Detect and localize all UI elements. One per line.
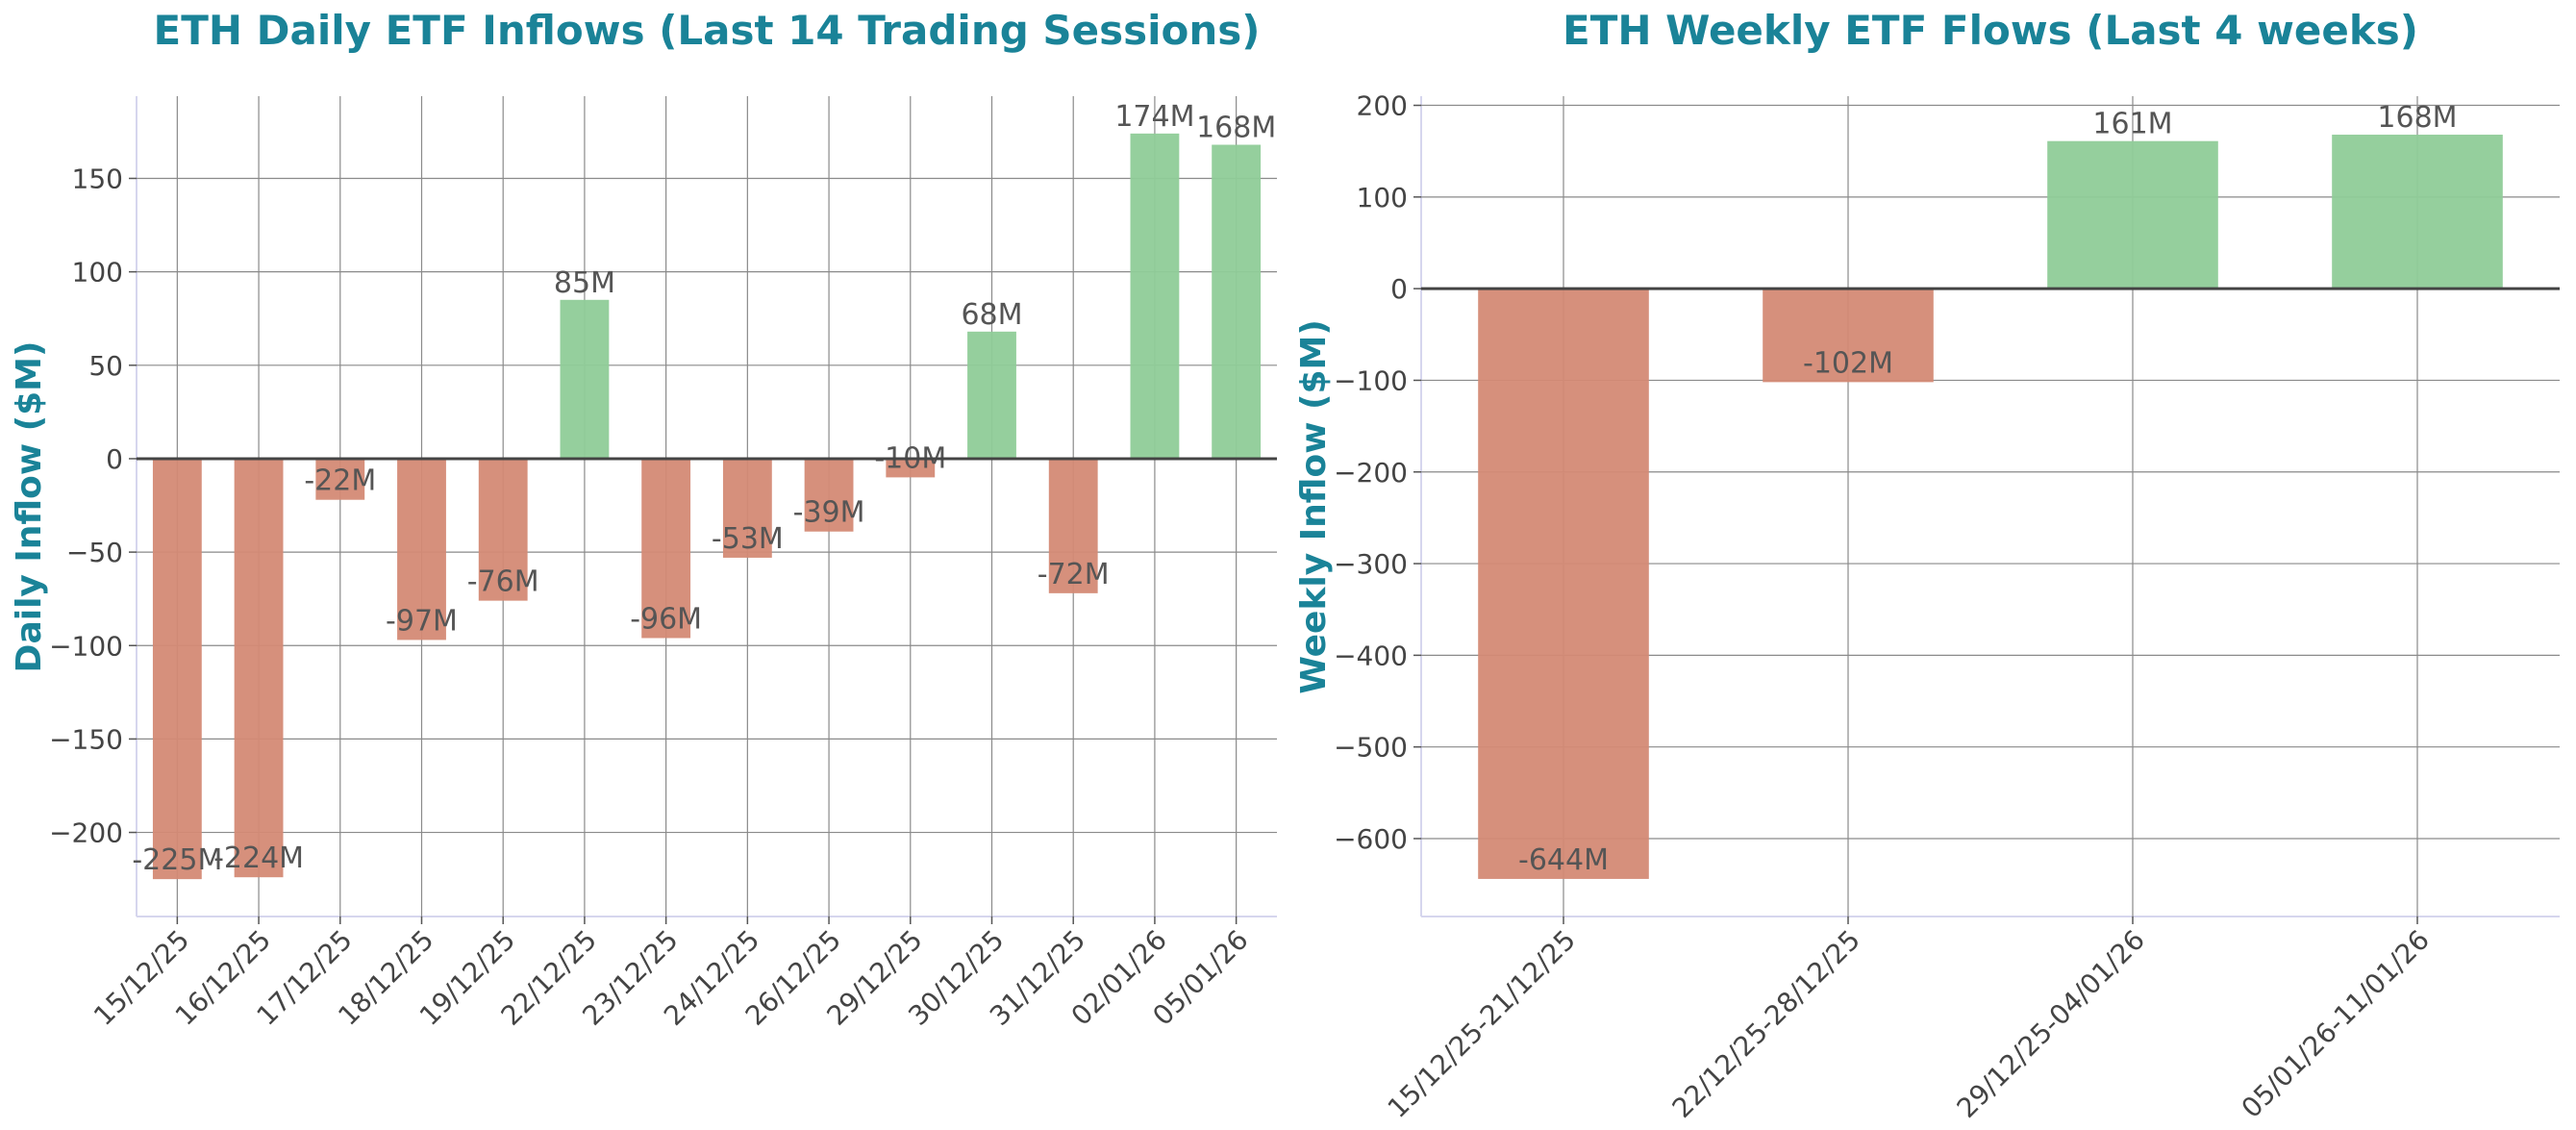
y-tick-label: 150 [72, 163, 123, 194]
y-tick-label: 100 [1357, 182, 1408, 213]
y-tick-label: −100 [1334, 364, 1408, 396]
y-tick-label: 0 [1390, 273, 1408, 305]
data-label: -96M [630, 602, 702, 636]
data-label: -39M [793, 496, 865, 530]
bar-15/12/25 [152, 458, 202, 880]
bar-17/12/25 [315, 458, 365, 500]
y-tick-label: −400 [1334, 640, 1408, 671]
daily-inflows-chart: ETH Daily ETF Inflows (Last 14 Trading S… [10, 7, 1277, 1032]
bar-05/01/26 [1212, 144, 1262, 459]
weekly-y-axis-label: Weekly Inflow ($M) [1294, 319, 1334, 694]
bar-30/12/25 [967, 331, 1016, 459]
x-tick-label: 22/12/25-28/12/25 [1666, 924, 1866, 1124]
data-label: 68M [961, 298, 1022, 332]
data-label: -22M [304, 465, 376, 498]
bar-05/01/26-11/01/26 [2332, 135, 2503, 289]
weekly-flows-chart: ETH Weekly ETF Flows (Last 4 weeks) Week… [1294, 7, 2560, 1124]
y-tick-label: −300 [1334, 548, 1408, 580]
data-label: -72M [1038, 558, 1110, 591]
y-tick-label: 100 [72, 257, 123, 289]
x-tick-label: 15/12/25-21/12/25 [1382, 924, 1582, 1124]
bar-26/12/25 [804, 458, 854, 532]
bar-18/12/25 [397, 458, 446, 640]
data-label: 168M [2377, 101, 2457, 135]
bar-29/12/25 [886, 458, 936, 478]
bar-02/01/26 [1130, 133, 1180, 459]
data-label: 85M [554, 266, 615, 300]
x-tick-label: 05/01/26-11/01/26 [2236, 924, 2436, 1124]
y-tick-label: −150 [49, 723, 123, 755]
bar-22/12/25-28/12/25 [1763, 289, 1934, 383]
data-label: -97M [386, 604, 458, 638]
data-label: 161M [2092, 108, 2172, 141]
daily-chart-title: ETH Daily ETF Inflows (Last 14 Trading S… [154, 7, 1261, 54]
data-label: -225M [132, 843, 222, 877]
data-label: -76M [467, 565, 539, 599]
bar-23/12/25 [641, 458, 691, 639]
y-tick-label: −100 [49, 630, 123, 662]
data-label: 174M [1114, 100, 1194, 134]
data-label: -102M [1803, 346, 1893, 380]
bar-19/12/25 [478, 458, 528, 601]
y-tick-label: −50 [66, 537, 123, 568]
daily-y-axis-label: Daily Inflow ($M) [10, 341, 49, 673]
weekly-chart-title: ETH Weekly ETF Flows (Last 4 weeks) [1563, 7, 2418, 54]
y-tick-label: 0 [106, 443, 123, 475]
y-tick-label: −200 [1334, 457, 1408, 489]
y-tick-label: 200 [1357, 90, 1408, 122]
data-label: -644M [1518, 843, 1609, 877]
data-label: 168M [1196, 112, 1276, 145]
data-label: -53M [712, 522, 784, 556]
bar-22/12/25 [560, 299, 610, 459]
bar-29/12/25-04/01/26 [2047, 140, 2218, 289]
y-tick-label: 50 [88, 350, 123, 382]
data-label: -224M [213, 841, 304, 875]
x-tick-label: 29/12/25-04/01/26 [1951, 924, 2151, 1124]
y-tick-label: −500 [1334, 732, 1408, 764]
y-tick-label: −600 [1334, 823, 1408, 855]
bar-31/12/25 [1048, 458, 1098, 593]
y-tick-label: −200 [49, 817, 123, 849]
bar-16/12/25 [234, 458, 284, 878]
bar-24/12/25 [722, 458, 772, 558]
bar-15/12/25-21/12/25 [1478, 289, 1649, 879]
